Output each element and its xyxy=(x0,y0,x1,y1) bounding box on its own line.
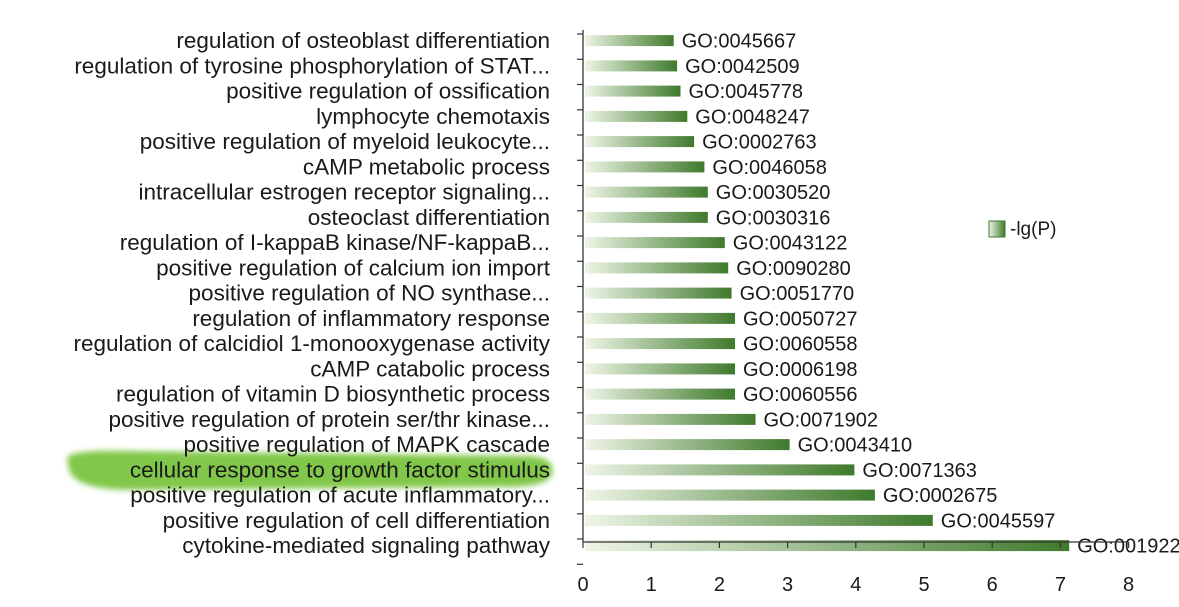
bar xyxy=(585,489,875,501)
x-axis-ticks: 0 1 2 3 4 5 6 7 8 xyxy=(577,574,1134,596)
go-id-label: GO:0050727 xyxy=(743,308,858,330)
bar xyxy=(585,388,735,400)
category-label: regulation of I-kappaB kinase/NF-kappaB.… xyxy=(120,230,550,255)
go-id-labels: GO:0045667 GO:0042509 GO:0045778 GO:0048247… xyxy=(682,31,1179,558)
category-label: cellular response to growth factor stimu… xyxy=(130,457,550,482)
x-tick-label: 5 xyxy=(918,574,929,596)
legend-swatch xyxy=(988,220,1006,238)
bar xyxy=(585,287,732,299)
category-label: positive regulation of NO synthase... xyxy=(189,281,550,306)
category-labels: regulation of osteoblast differentiation… xyxy=(73,28,550,558)
x-tick-label: 7 xyxy=(1055,574,1066,596)
go-id-label: GO:0002763 xyxy=(702,132,817,154)
category-label: positive regulation of MAPK cascade xyxy=(184,432,550,457)
go-id-label: GO:0060556 xyxy=(743,384,858,406)
category-label: lymphocyte chemotaxis xyxy=(316,104,550,129)
bar xyxy=(585,338,735,350)
category-label: cAMP metabolic process xyxy=(303,154,550,179)
go-id-label: GO:0030520 xyxy=(716,182,831,204)
category-label: positive regulation of protein ser/thr k… xyxy=(109,407,551,432)
x-tick-label: 1 xyxy=(646,574,657,596)
category-label: cytokine-mediated signaling pathway xyxy=(182,533,550,558)
go-id-label: GO:0051770 xyxy=(740,283,855,305)
category-label: regulation of vitamin D biosynthetic pro… xyxy=(116,382,550,407)
x-tick-label: 2 xyxy=(714,574,725,596)
go-id-label: GO:0048247 xyxy=(695,106,810,128)
go-id-label: GO:0046058 xyxy=(712,157,827,179)
legend: -lg(P) xyxy=(988,219,1056,240)
bar xyxy=(585,85,681,97)
bar xyxy=(585,211,708,223)
go-id-label: GO:0090280 xyxy=(736,258,851,280)
category-label: positive regulation of cell differentiat… xyxy=(163,508,550,533)
bar xyxy=(585,35,674,47)
x-tick-label: 8 xyxy=(1123,574,1134,596)
go-id-label: GO:0071902 xyxy=(764,409,879,431)
go-id-label: GO:0043410 xyxy=(798,435,913,457)
bar xyxy=(585,186,708,198)
bar xyxy=(585,413,756,425)
category-label: regulation of calcidiol 1-monooxygenase … xyxy=(73,331,550,356)
x-tick-label: 4 xyxy=(850,574,861,596)
x-tick-label: 3 xyxy=(782,574,793,596)
category-label: positive regulation of acute inflammator… xyxy=(130,483,550,508)
category-label: regulation of inflammatory response xyxy=(192,306,550,331)
category-highlight-marker xyxy=(67,450,553,490)
bar xyxy=(585,363,735,375)
bar xyxy=(585,136,695,148)
bar xyxy=(585,514,933,526)
category-label: positive regulation of calcium ion impor… xyxy=(156,255,551,280)
bar xyxy=(585,439,790,451)
category-label: cAMP catabolic process xyxy=(310,356,550,381)
bar xyxy=(585,262,729,274)
go-id-label: GO:0045667 xyxy=(682,31,797,53)
category-label: regulation of osteoblast differentiation xyxy=(176,28,550,53)
go-id-label: GO:0045597 xyxy=(941,510,1056,532)
bar xyxy=(585,161,705,173)
bar xyxy=(585,110,688,122)
category-label: positive regulation of ossification xyxy=(226,79,550,104)
category-label: regulation of tyrosine phosphorylation o… xyxy=(74,53,550,78)
go-id-label: GO:0060558 xyxy=(743,334,858,356)
go-id-label: GO:0002675 xyxy=(883,485,998,507)
bar xyxy=(585,540,1070,552)
category-label: osteoclast differentiation xyxy=(308,205,550,230)
legend-label: -lg(P) xyxy=(1010,219,1056,240)
axes-group xyxy=(577,30,1130,565)
go-id-label: GO:0006198 xyxy=(743,359,858,381)
bar xyxy=(585,60,678,72)
x-tick-label: 0 xyxy=(577,574,588,596)
go-id-label: GO:0071363 xyxy=(862,460,977,482)
bar xyxy=(585,312,735,324)
go-id-label: GO:0030316 xyxy=(716,207,831,229)
bar xyxy=(585,237,725,249)
go-id-label: GO:0043122 xyxy=(733,233,848,255)
go-id-label: GO:0045778 xyxy=(689,81,804,103)
x-tick-label: 6 xyxy=(987,574,998,596)
category-label: positive regulation of myeloid leukocyte… xyxy=(140,129,550,154)
bars-group xyxy=(585,35,1070,552)
category-label: intracellular estrogen receptor signalin… xyxy=(139,180,550,205)
go-id-label: GO:0042509 xyxy=(685,56,800,78)
bar xyxy=(585,464,855,476)
